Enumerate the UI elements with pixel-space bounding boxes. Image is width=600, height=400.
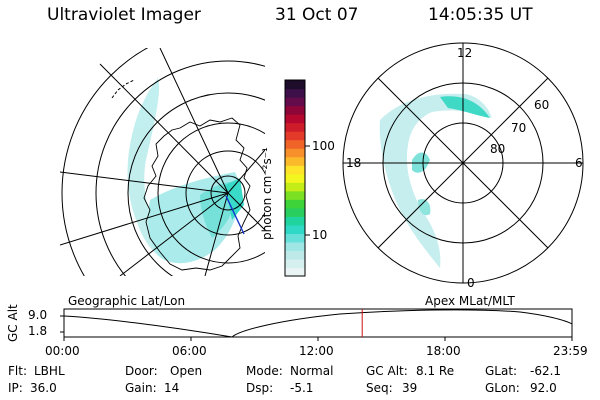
mode-value: Normal	[290, 364, 334, 378]
timeline-ticks	[60, 315, 573, 341]
glon-label: GLon:	[485, 381, 520, 395]
colorbar-swatch	[285, 114, 305, 124]
altitude-curve	[63, 309, 573, 338]
filter-label: Flt:	[8, 364, 27, 378]
colorbar	[285, 80, 305, 277]
colorbar-swatch	[285, 182, 305, 192]
colorbar-swatch	[285, 80, 305, 90]
colorbar-swatch	[285, 148, 305, 158]
mode-label: Mode:	[246, 364, 283, 378]
gain-value: 14	[164, 381, 180, 395]
timeline-ytick-high: 9.0	[28, 308, 48, 322]
colorbar-swatch	[285, 241, 305, 252]
timeline-xtick-0000: 00:00	[45, 344, 80, 358]
mlat-label-80: 80	[490, 142, 506, 156]
geographic-map	[60, 48, 265, 276]
seq-label: Seq:	[366, 381, 393, 395]
ip-value: 36.0	[30, 381, 57, 395]
gain-label: Gain:	[125, 381, 157, 395]
colorbar-unit-label: photon cm⁻²s⁻¹	[260, 147, 274, 240]
apex-polar-plot	[342, 42, 584, 284]
filter-value: LBHL	[34, 364, 65, 378]
mlat-label-70: 70	[511, 121, 527, 135]
geographic-coastline	[143, 117, 251, 271]
colorbar-swatch	[285, 199, 305, 209]
mlt-label-12: 12	[457, 46, 473, 60]
glat-label: GLat:	[485, 364, 518, 378]
colorbar-tick-100: 100	[312, 139, 335, 153]
observation-time: 14:05:35 UT	[428, 5, 533, 25]
timeline-xtick-1800: 18:00	[426, 344, 461, 358]
colorbar-swatch	[285, 165, 305, 175]
timeline-xtick-0600: 06:00	[172, 344, 207, 358]
mlt-label-18: 18	[346, 156, 362, 170]
dsp-label: Dsp:	[246, 381, 274, 395]
glon-value: 92.0	[530, 381, 557, 395]
door-label: Door:	[125, 364, 158, 378]
colorbar-swatch	[285, 97, 305, 107]
colorbar-swatch	[285, 122, 305, 132]
colorbar-ticks	[305, 145, 310, 236]
geographic-terminator	[111, 79, 135, 99]
colorbar-swatch	[285, 173, 305, 183]
ip-label: IP:	[8, 381, 23, 395]
geographic-grid	[60, 48, 265, 276]
colorbar-swatch	[285, 207, 305, 217]
timeline-ytick-low: 1.8	[28, 324, 48, 338]
colorbar-swatch	[285, 156, 305, 166]
geographic-caption: Geographic Lat/Lon	[68, 294, 186, 308]
mlat-label-60: 60	[534, 98, 550, 112]
colorbar-swatch	[285, 258, 305, 269]
seq-value: 39	[402, 381, 418, 395]
colorbar-swatch	[285, 224, 305, 234]
mlt-label-6: 6	[575, 156, 583, 170]
colorbar-swatch	[285, 105, 305, 115]
apex-grid	[342, 42, 584, 284]
colorbar-swatch	[285, 267, 305, 277]
gcalt-label: GC Alt:	[366, 364, 408, 378]
colorbar-tick-10: 10	[312, 228, 328, 242]
subsolar-track	[225, 195, 245, 235]
colorbar-swatch	[285, 131, 305, 141]
colorbar-swatch	[285, 250, 305, 260]
colorbar-frame	[284, 79, 306, 277]
mlt-label-0: 0	[467, 276, 475, 290]
colorbar-swatch	[285, 190, 305, 200]
timeline-y-title: GC Alt	[6, 304, 20, 342]
instrument-title: Ultraviolet Imager	[47, 5, 201, 25]
colorbar-swatch	[285, 233, 305, 243]
timeline-xtick-2359: 23:59	[553, 344, 588, 358]
observation-date: 31 Oct 07	[275, 5, 359, 25]
door-value: Open	[170, 364, 203, 378]
colorbar-swatch	[285, 216, 305, 226]
timeline-xtick-1200: 12:00	[299, 344, 334, 358]
dsp-value: -5.1	[290, 381, 314, 395]
apex-caption: Apex MLat/MLT	[425, 294, 515, 308]
glat-value: -62.1	[530, 364, 562, 378]
gcalt-value: 8.1 Re	[416, 364, 455, 378]
colorbar-swatch	[285, 139, 305, 149]
colorbar-swatch	[285, 88, 305, 98]
